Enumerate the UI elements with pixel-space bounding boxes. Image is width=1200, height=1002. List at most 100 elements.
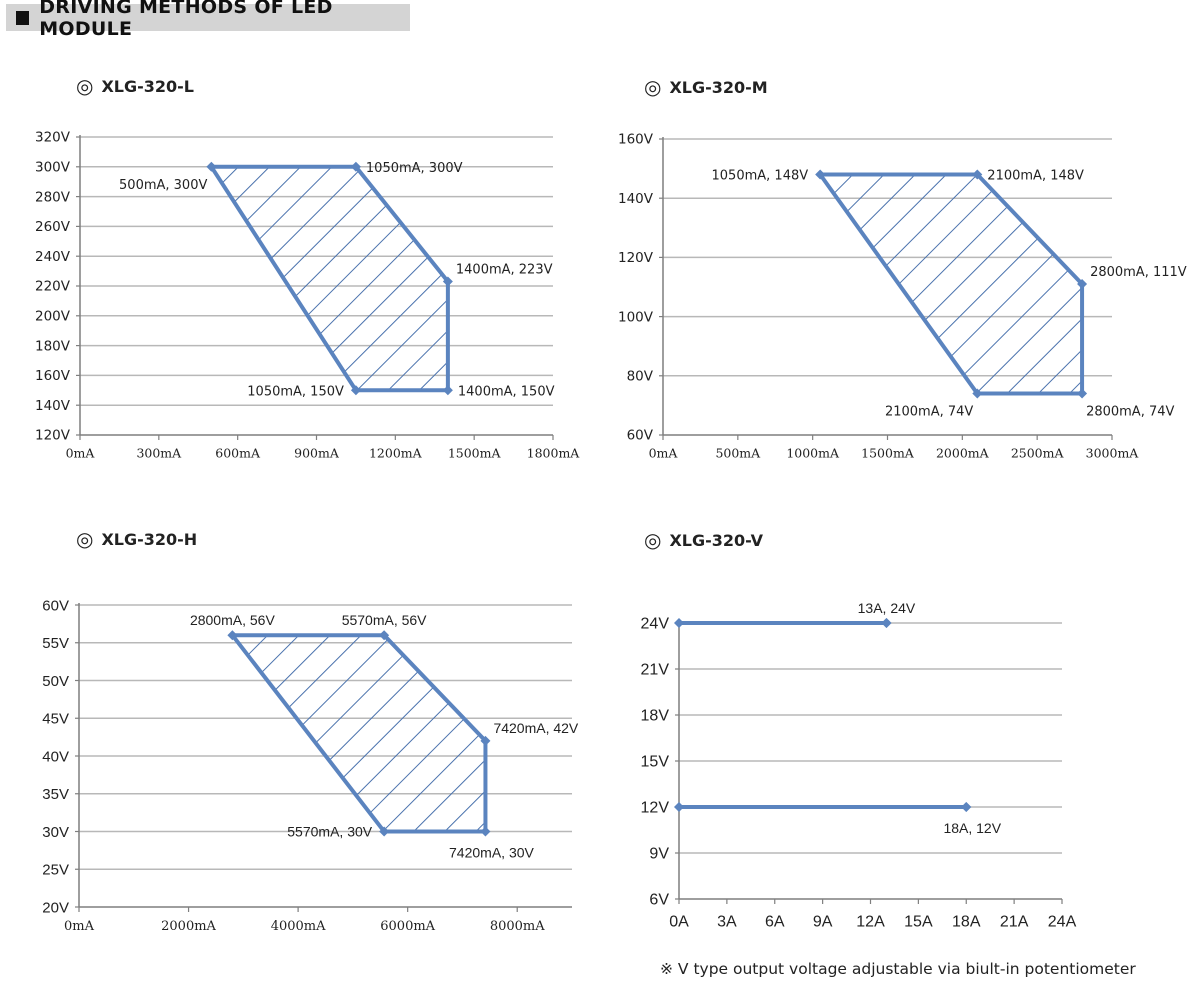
x-tick-label: 2000mA	[936, 446, 990, 461]
x-tick-label: 8000mA	[490, 919, 545, 934]
footnote: ※ V type output voltage adjustable via b…	[660, 960, 1136, 978]
x-tick-label: 1000mA	[786, 446, 840, 461]
data-label: 2800mA, 56V	[190, 612, 275, 628]
data-label: 1400mA, 223V	[456, 263, 553, 278]
data-point	[815, 169, 826, 180]
data-point	[206, 161, 217, 172]
x-tick-label: 2000mA	[161, 919, 216, 934]
x-tick-label: 24A	[1048, 913, 1077, 930]
data-point	[379, 826, 390, 837]
x-tick-label: 0mA	[64, 919, 95, 934]
y-tick-label: 50V	[42, 673, 69, 690]
data-label: 2800mA, 111V	[1090, 265, 1187, 280]
y-tick-label: 320V	[35, 130, 71, 146]
y-tick-label: 55V	[42, 635, 69, 652]
y-tick-label: 180V	[35, 338, 71, 354]
y-tick-label: 220V	[35, 279, 71, 295]
operating-area-outline	[209, 164, 450, 393]
x-tick-label: 6A	[765, 913, 785, 930]
x-tick-label: 3A	[717, 913, 737, 930]
operating-area-outline	[818, 172, 1085, 396]
x-tick-label: 9A	[813, 913, 833, 930]
data-label: 5570mA, 56V	[342, 612, 427, 628]
y-tick-label: 140V	[618, 191, 654, 207]
data-label: 500mA, 300V	[119, 178, 207, 193]
operating-area-outline	[230, 633, 488, 834]
model-heading-l: ◎ XLG-320-L	[76, 74, 194, 98]
chart-xlg-320-l: 120V 140V 160V 180V 200V 220V 240V 260V 280V 300V…	[35, 130, 580, 461]
x-tick-label: 3000mA	[1086, 446, 1140, 461]
y-tick-label: 40V	[42, 748, 69, 765]
data-label: 1050mA, 148V	[712, 169, 809, 184]
data-label: 1050mA, 300V	[366, 161, 463, 176]
data-point	[961, 802, 972, 812]
operating-area	[211, 166, 448, 391]
model-label: XLG-320-M	[669, 77, 768, 97]
x-tick-label: 300mA	[136, 446, 182, 461]
y-tick-label: 240V	[35, 249, 71, 265]
x-tick-label: 15A	[904, 913, 933, 930]
double-circle-icon: ◎	[644, 528, 662, 552]
model-label: XLG-320-H	[101, 529, 198, 549]
y-tick-label: 30V	[42, 824, 69, 841]
y-tick-label: 35V	[42, 786, 69, 803]
data-point	[881, 618, 892, 628]
model-heading-m: ◎ XLG-320-M	[644, 75, 768, 99]
x-tick-label: 21A	[1000, 913, 1029, 930]
y-tick-label: 260V	[35, 219, 71, 235]
x-tick-label: 18A	[952, 913, 981, 930]
y-tick-label: 300V	[35, 160, 71, 176]
x-tick-label: 0A	[669, 913, 689, 930]
data-point	[379, 630, 390, 641]
data-label: 5570mA, 30V	[287, 824, 372, 840]
y-tick-label: 280V	[35, 189, 71, 205]
black-square-icon	[16, 10, 30, 25]
data-label: 2100mA, 148V	[987, 169, 1084, 184]
x-tick-label: 900mA	[294, 446, 340, 461]
x-tick-label: 600mA	[215, 446, 261, 461]
x-tick-label: 0mA	[66, 446, 96, 461]
double-circle-icon: ◎	[76, 527, 94, 551]
data-point	[480, 826, 491, 837]
chart-xlg-320-h: 20V 25V 30V 35V 40V 45V 50V 55V 60V 0mA 2000mA 4000…	[42, 597, 579, 934]
y-tick-label: 60V	[627, 428, 654, 444]
y-tick-label: 24V	[641, 616, 670, 633]
y-tick-label: 12V	[641, 800, 670, 817]
model-heading-v: ◎ XLG-320-V	[644, 528, 763, 552]
y-tick-label: 9V	[649, 846, 669, 863]
y-tick-label: 120V	[35, 428, 71, 444]
data-point	[442, 276, 453, 287]
y-tick-label: 160V	[35, 368, 71, 384]
x-tick-label: 12A	[856, 913, 885, 930]
y-tick-label: 160V	[618, 132, 654, 148]
data-point	[350, 161, 361, 172]
data-point	[972, 169, 983, 180]
x-tick-label: 500mA	[715, 446, 761, 461]
data-point	[442, 385, 453, 396]
chart-xlg-320-v: 6V 9V 12V 15V 18V 21V 24V 0A 3A 6A 9A 12A 15A 18A 21A 2…	[641, 600, 1077, 930]
data-label: 1050mA, 150V	[247, 384, 344, 399]
section-header: DRIVING METHODS OF LED MODULE	[6, 0, 410, 40]
y-tick-label: 15V	[641, 754, 670, 771]
y-tick-label: 25V	[42, 862, 69, 879]
data-point	[674, 802, 684, 812]
data-label: 13A, 24V	[858, 600, 916, 616]
data-label: 1400mA, 150V	[458, 384, 555, 399]
x-tick-label: 2500mA	[1011, 446, 1065, 461]
y-tick-label: 80V	[627, 369, 654, 385]
x-tick-label: 4000mA	[271, 919, 326, 934]
y-tick-label: 18V	[641, 708, 670, 725]
data-label: 7420mA, 30V	[449, 845, 534, 861]
model-label: XLG-320-L	[101, 76, 194, 96]
data-point	[1077, 279, 1088, 290]
double-circle-icon: ◎	[76, 74, 94, 98]
data-point	[674, 618, 684, 628]
x-tick-label: 1500mA	[448, 446, 502, 461]
y-tick-label: 120V	[618, 250, 654, 266]
y-tick-label: 100V	[618, 309, 654, 325]
data-point	[350, 385, 361, 396]
y-tick-label: 45V	[42, 711, 69, 728]
chart-xlg-320-m: 60V 80V 100V 120V 140V 160V 0mA 500mA 1000mA 1500…	[618, 132, 1187, 461]
data-label: 7420mA, 42V	[493, 720, 578, 736]
